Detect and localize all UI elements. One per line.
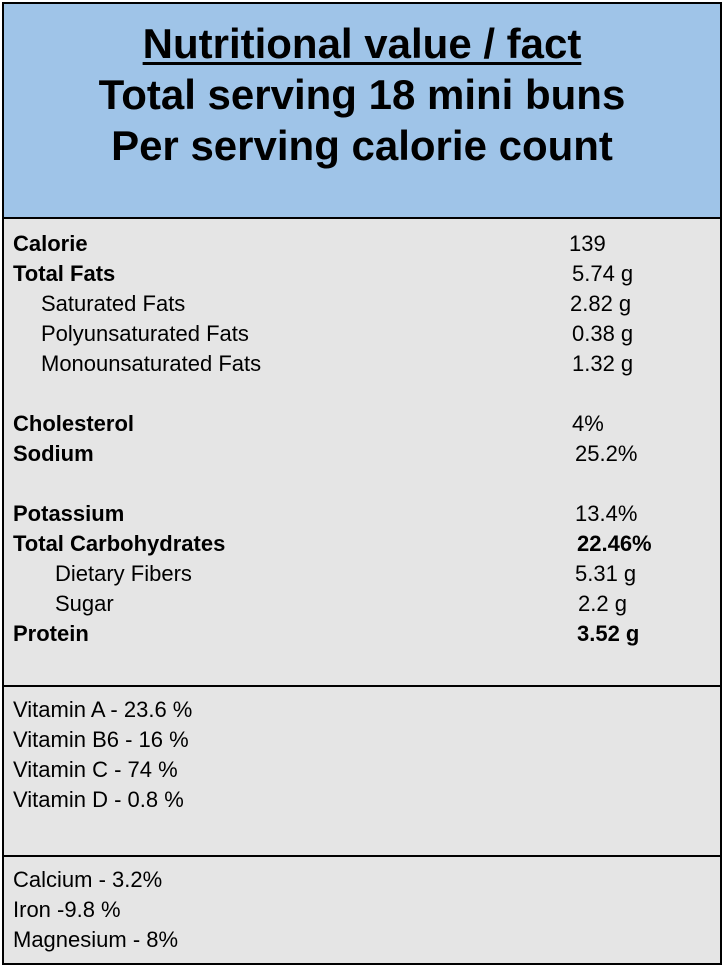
fact-row-total-carbohydrates: Total Carbohydrates 22.46%	[4, 529, 720, 559]
fact-value: 139	[569, 231, 606, 256]
vitamin-item: Vitamin B6 - 16 %	[13, 727, 189, 752]
mineral-item: Iron -9.8 %	[13, 897, 121, 922]
mineral-item: Calcium - 3.2%	[13, 867, 163, 892]
fact-row-dietary-fibers: Dietary Fibers 5.31 g	[4, 559, 720, 589]
minerals-section: Calcium - 3.2% Iron -9.8 % Magnesium - 8…	[4, 857, 720, 963]
vitamin-item: Vitamin C - 74 %	[13, 757, 178, 782]
nutrition-title: Nutritional value / fact	[142, 20, 582, 67]
fact-label: Total Carbohydrates	[13, 531, 226, 556]
fact-label: Calorie	[13, 231, 88, 256]
fact-value: 25.2%	[575, 441, 638, 466]
fact-value: 13.4%	[575, 501, 638, 526]
nutrition-header: Nutritional value / fact Total serving 1…	[4, 4, 720, 219]
fact-value: 1.32 g	[572, 351, 634, 376]
fact-label: Potassium	[13, 501, 125, 526]
fact-label: Sugar	[55, 591, 114, 616]
fact-label: Dietary Fibers	[55, 561, 192, 586]
fact-value: 2.82 g	[570, 291, 632, 316]
mineral-item: Magnesium - 8%	[13, 927, 179, 952]
vitamin-item: Vitamin A - 23.6 %	[13, 697, 193, 722]
fact-row-sugar: Sugar 2.2 g	[4, 589, 720, 619]
fact-label: Monounsaturated Fats	[41, 351, 262, 376]
fact-value: 22.46%	[577, 531, 652, 556]
fact-row-cholesterol: Cholesterol 4%	[4, 409, 720, 439]
fact-value: 2.2 g	[578, 591, 627, 616]
fact-label: Total Fats	[13, 261, 116, 286]
fact-row-total-fats: Total Fats 5.74 g	[4, 259, 720, 289]
fact-label: Sodium	[13, 441, 94, 466]
fact-value: 4%	[572, 411, 604, 436]
fact-label: Polyunsaturated Fats	[41, 321, 249, 346]
fact-value: 5.74 g	[572, 261, 634, 286]
serving-total: Total serving 18 mini buns	[98, 71, 626, 118]
vitamin-item: Vitamin D - 0.8 %	[13, 787, 184, 812]
nutrient-facts-section: Calorie 139 Total Fats 5.74 g Saturated …	[4, 219, 720, 687]
fact-row-protein: Protein 3.52 g	[4, 619, 720, 649]
vitamins-section: Vitamin A - 23.6 % Vitamin B6 - 16 % Vit…	[4, 687, 720, 857]
fact-label: Saturated Fats	[41, 291, 186, 316]
fact-row-polyunsaturated-fats: Polyunsaturated Fats 0.38 g	[4, 319, 720, 349]
fact-value: 5.31 g	[575, 561, 637, 586]
fact-row-saturated-fats: Saturated Fats 2.82 g	[4, 289, 720, 319]
fact-label: Cholesterol	[13, 411, 135, 436]
fact-value: 3.52 g	[577, 621, 640, 646]
fact-row-calorie: Calorie 139	[4, 229, 720, 259]
fact-row-monounsaturated-fats: Monounsaturated Fats 1.32 g	[4, 349, 720, 379]
fact-label: Protein	[13, 621, 89, 646]
serving-calorie-heading: Per serving calorie count	[111, 122, 613, 169]
fact-row-sodium: Sodium 25.2%	[4, 439, 720, 469]
fact-row-potassium: Potassium 13.4%	[4, 499, 720, 529]
fact-value: 0.38 g	[572, 321, 634, 346]
